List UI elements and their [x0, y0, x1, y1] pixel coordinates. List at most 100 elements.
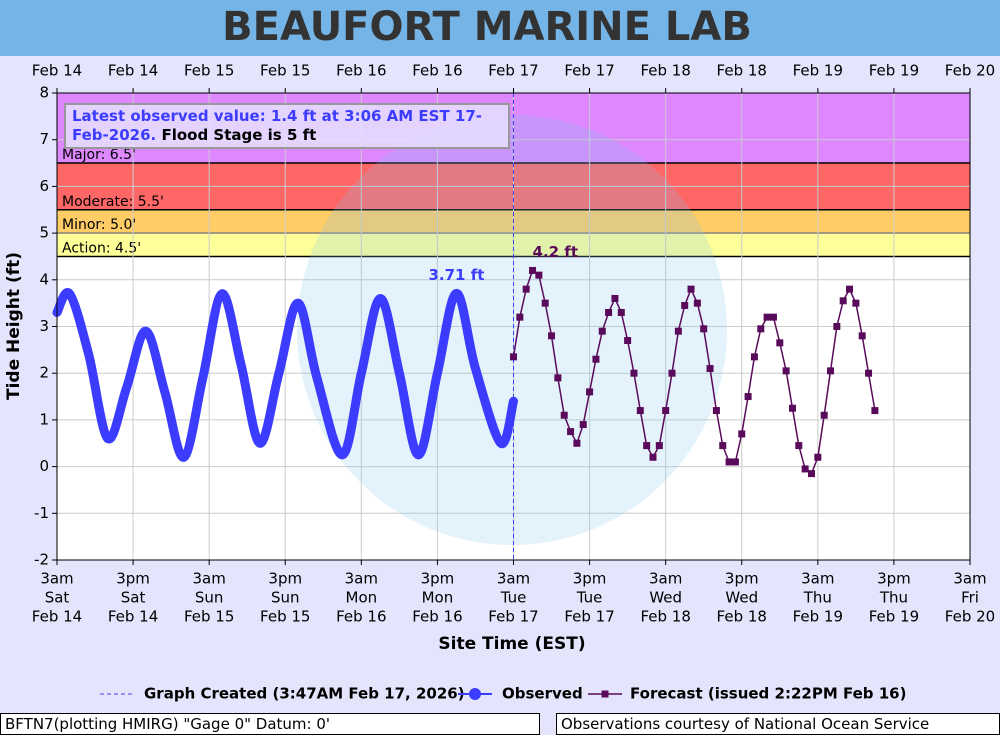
- x-tick-label: Feb 19: [869, 608, 919, 626]
- forecast-marker: [833, 323, 841, 330]
- y-tick-label: 6: [39, 177, 49, 195]
- x2-tick-label: Feb 20: [945, 62, 995, 80]
- forecast-marker: [738, 430, 746, 438]
- title-band: [0, 0, 1000, 56]
- x-tick-label: 3pm: [725, 570, 759, 588]
- forecast-marker: [776, 339, 784, 347]
- forecast-marker: [529, 266, 537, 274]
- forecast-marker: [763, 313, 771, 321]
- forecast-marker: [598, 327, 606, 335]
- y-tick-label: 1: [39, 410, 49, 428]
- legend-label: Graph Created (3:47AM Feb 17, 2026): [144, 685, 465, 703]
- x-tick-label: 3pm: [116, 570, 150, 588]
- x-tick-label: Tue: [500, 589, 527, 607]
- legend-forecast-marker: [601, 690, 609, 698]
- x2-tick-label: Feb 14: [108, 62, 158, 80]
- x2-tick-label: Feb 16: [336, 62, 386, 80]
- y-axis-label: Tide Height (ft): [4, 252, 24, 400]
- forecast-marker: [846, 285, 854, 293]
- forecast-marker: [522, 285, 530, 293]
- legend-label: Forecast (issued 2:22PM Feb 16): [630, 685, 906, 703]
- forecast-marker: [579, 421, 587, 429]
- x-tick-label: Mon: [422, 589, 454, 607]
- x-tick-label: 3am: [345, 570, 378, 588]
- x2-tick-label: Feb 17: [564, 62, 614, 80]
- forecast-marker: [801, 465, 809, 473]
- legend-observed-marker: [469, 688, 481, 700]
- x-tick-label: Thu: [879, 589, 908, 607]
- forecast-marker: [769, 313, 777, 321]
- forecast-marker: [605, 308, 613, 316]
- forecast-marker: [668, 369, 676, 377]
- observed-line: [52, 287, 518, 462]
- x-tick-label: 3pm: [421, 570, 455, 588]
- forecast-marker: [827, 367, 835, 375]
- forecast-marker: [871, 407, 879, 415]
- x-tick-label: 3pm: [573, 570, 607, 588]
- x2-tick-label: Feb 17: [488, 62, 538, 80]
- x-tick-label: Sat: [121, 589, 146, 607]
- forecast-marker: [554, 374, 562, 382]
- x-tick-label: Feb 15: [184, 608, 234, 626]
- x-tick-label: Feb 15: [260, 608, 310, 626]
- forecast-marker: [516, 313, 524, 321]
- x-tick-label: Feb 14: [32, 608, 82, 626]
- forecast-marker: [782, 367, 790, 375]
- flood-label: Moderate: 5.5': [62, 194, 164, 210]
- x-tick-label: Tue: [576, 589, 603, 607]
- annotation: 3.71 ft: [428, 266, 484, 284]
- forecast-marker: [700, 325, 708, 333]
- forecast-marker: [750, 353, 758, 361]
- forecast-marker: [706, 365, 714, 373]
- x-tick-label: 3am: [801, 570, 834, 588]
- x-axis-label: Site Time (EST): [438, 634, 585, 654]
- x2-tick-label: Feb 18: [640, 62, 690, 80]
- x-tick-label: Feb 18: [640, 608, 690, 626]
- forecast-marker: [744, 393, 752, 401]
- x-tick-label: Feb 16: [336, 608, 386, 626]
- forecast-marker: [649, 453, 657, 461]
- forecast-marker: [617, 308, 625, 316]
- x-tick-label: 3am: [649, 570, 682, 588]
- footer-left: BFTN7(plotting HMIRG) "Gage 0" Datum: 0': [0, 713, 540, 735]
- forecast-marker: [687, 285, 695, 293]
- plot-frame: [56, 92, 971, 561]
- forecast-marker: [865, 369, 873, 377]
- x-tick-label: Feb 17: [488, 608, 538, 626]
- y-tick-label: 0: [39, 457, 49, 475]
- x-tick-label: 3pm: [268, 570, 302, 588]
- flood-stage-text: Flood Stage is 5 ft: [161, 126, 317, 144]
- x-tick-label: Feb 18: [717, 608, 767, 626]
- forecast-marker: [788, 404, 796, 412]
- forecast-marker: [548, 332, 556, 340]
- forecast-marker: [573, 439, 581, 447]
- x-tick-label: 3am: [497, 570, 530, 588]
- chart-title: BEAUFORT MARINE LAB: [222, 4, 752, 50]
- x2-tick-label: Feb 19: [869, 62, 919, 80]
- annotation: 4.2 ft: [533, 243, 579, 261]
- x-tick-label: Feb 14: [108, 608, 158, 626]
- forecast-marker: [725, 458, 733, 466]
- x-tick-label: Feb 16: [412, 608, 462, 626]
- x-tick-label: Wed: [725, 589, 758, 607]
- x-tick-label: 3am: [192, 570, 225, 588]
- x-tick-label: Sun: [271, 589, 300, 607]
- flood-label: Action: 4.5': [62, 240, 141, 256]
- forecast-marker: [712, 407, 720, 415]
- x-tick-label: Thu: [803, 589, 832, 607]
- forecast-marker: [731, 458, 739, 466]
- x-tick-label: Feb 17: [564, 608, 614, 626]
- x-tick-label: 3pm: [877, 570, 911, 588]
- forecast-marker: [567, 428, 575, 436]
- forecast-marker: [757, 325, 765, 333]
- y-tick-label: 5: [39, 224, 49, 242]
- forecast-marker: [510, 353, 517, 361]
- forecast-marker: [814, 453, 822, 461]
- flood-label: Major: 6.5': [62, 147, 136, 163]
- y-tick-label: 8: [39, 84, 49, 102]
- x-tick-label: Fri: [961, 589, 979, 607]
- x-tick-label: Feb 20: [945, 608, 995, 626]
- x-tick-label: Feb 19: [793, 608, 843, 626]
